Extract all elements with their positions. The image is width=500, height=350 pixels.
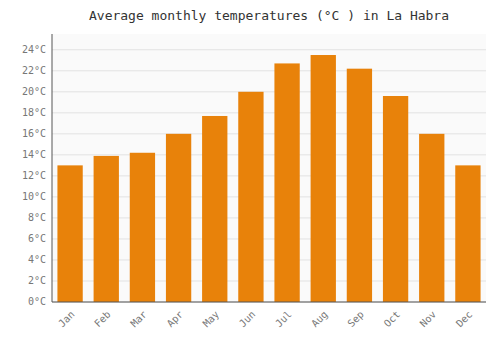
- x-tick-label: Apr: [165, 309, 186, 330]
- x-tick-label: Aug: [309, 309, 330, 330]
- y-tick-label: 8°C: [28, 212, 46, 223]
- bar: [347, 69, 372, 302]
- y-tick-label: 20°C: [22, 86, 46, 97]
- x-tick-label: Dec: [454, 309, 475, 330]
- plot-background: [52, 34, 486, 302]
- y-tick-label: 24°C: [22, 44, 46, 55]
- bar: [202, 116, 227, 302]
- x-tick-label: Nov: [418, 309, 439, 330]
- bar: [94, 156, 119, 302]
- bar: [57, 165, 82, 302]
- bar: [238, 92, 263, 302]
- bar: [419, 134, 444, 302]
- y-tick-label: 22°C: [22, 65, 46, 76]
- bar: [383, 96, 408, 302]
- y-axis-line: [52, 34, 53, 302]
- bar: [311, 55, 336, 302]
- y-tick-label: 2°C: [28, 275, 46, 286]
- grid-line: [52, 302, 486, 303]
- grid-line: [52, 91, 486, 92]
- x-tick-label: Jul: [273, 309, 294, 330]
- y-axis: 0°C 2°C 4°C 6°C 8°C 10°C 12°C 14°C 16°C 18°C 20°C 2…: [22, 44, 46, 307]
- x-tick-label: Mar: [128, 309, 149, 330]
- y-tick-label: 18°C: [22, 107, 46, 118]
- bar: [166, 134, 191, 302]
- y-tick-label: 6°C: [28, 233, 46, 244]
- grid-line: [52, 112, 486, 113]
- bar: [130, 153, 155, 302]
- grid-line: [52, 49, 486, 50]
- y-tick-label: 10°C: [22, 191, 46, 202]
- x-tick-label: Feb: [92, 309, 113, 330]
- bar: [455, 165, 480, 302]
- x-tick-label: May: [201, 309, 222, 330]
- title: Average monthly temperatures (°C ) in La…: [89, 8, 449, 23]
- y-tick-label: 14°C: [22, 149, 46, 160]
- y-tick-label: 12°C: [22, 170, 46, 181]
- y-tick-label: 16°C: [22, 128, 46, 139]
- bars: [57, 55, 480, 302]
- y-tick-label: 4°C: [28, 254, 46, 265]
- x-axis-line: [52, 302, 486, 303]
- x-tick-label: Jun: [237, 309, 258, 330]
- chart-container: 0°C 2°C 4°C 6°C 8°C 10°C 12°C 14°C 16°C 18°C 20°C 2…: [0, 0, 500, 350]
- x-tick-label: Oct: [382, 309, 403, 330]
- grid-line: [52, 70, 486, 71]
- x-tick-label: Jan: [56, 309, 77, 330]
- x-tick-label: Sep: [345, 309, 366, 330]
- chart: 0°C 2°C 4°C 6°C 8°C 10°C 12°C 14°C 16°C 18°C 20°C 2…: [0, 0, 500, 350]
- y-tick-label: 0°C: [28, 296, 46, 307]
- bar: [274, 63, 299, 302]
- grid: [52, 50, 486, 302]
- x-axis: Jan Feb Mar Apr May Jun Jul Aug Sep Oct Nov Dec: [56, 309, 474, 330]
